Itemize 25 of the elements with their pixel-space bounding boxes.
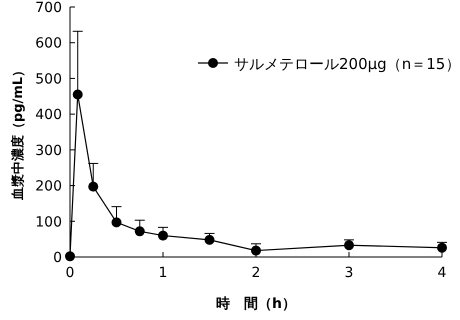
y-tick-label: 500 — [35, 71, 62, 88]
x-tick-label: 2 — [252, 265, 260, 281]
point — [134, 226, 145, 236]
y-tick-label: 700 — [35, 0, 62, 16]
point — [251, 246, 261, 256]
point — [344, 240, 354, 250]
point — [65, 251, 75, 262]
y-tick-label: 300 — [35, 142, 62, 159]
x-tick-label: 0 — [66, 265, 74, 281]
y-tick-label: 0 — [53, 250, 62, 266]
y-tick-label: 600 — [35, 36, 62, 52]
y-tick-label: 400 — [35, 107, 62, 124]
point — [72, 90, 83, 100]
point — [158, 230, 168, 241]
x-tick-label: 1 — [158, 265, 168, 281]
point — [88, 182, 98, 192]
y-tick-label: 100 — [35, 214, 62, 230]
point — [204, 234, 214, 245]
point — [112, 217, 122, 228]
y-axis-title: 血漿中濃度（pg/mL） — [10, 64, 26, 202]
x-tick-label: 3 — [344, 265, 354, 281]
x-tick-label: 4 — [438, 265, 447, 281]
x-axis-title: 時 間（h） — [216, 296, 296, 312]
legend: サルメテロール200μg（n＝15） — [198, 55, 460, 73]
y-tick-label: 200 — [35, 178, 62, 195]
